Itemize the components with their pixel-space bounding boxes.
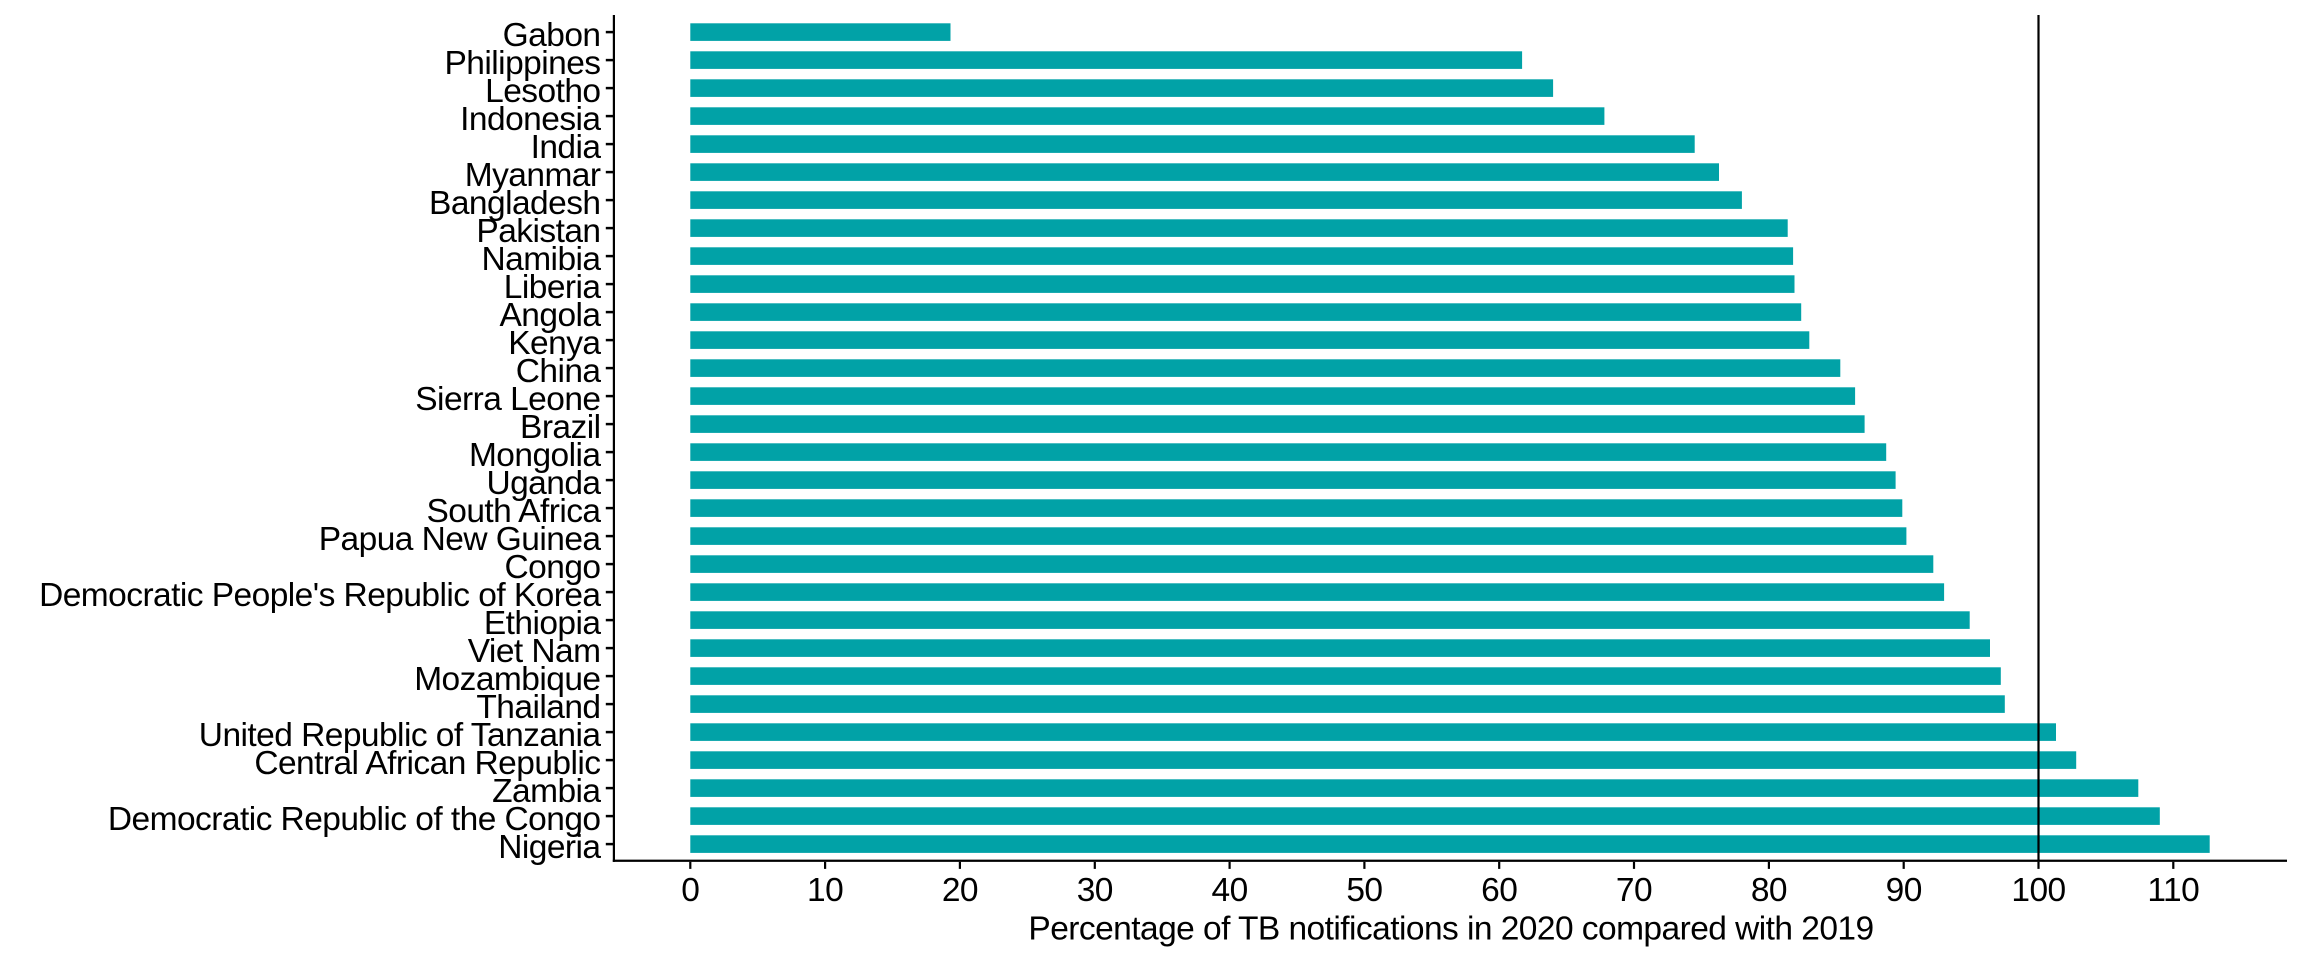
svg-text:40: 40 <box>1212 872 1248 909</box>
svg-text:30: 30 <box>1077 872 1113 909</box>
svg-text:India: India <box>531 129 602 166</box>
svg-text:20: 20 <box>942 872 978 909</box>
svg-text:Papua New Guinea: Papua New Guinea <box>319 521 602 558</box>
svg-text:110: 110 <box>2147 872 2199 909</box>
svg-text:China: China <box>516 353 602 390</box>
svg-text:Zambia: Zambia <box>492 773 601 810</box>
svg-text:Democratic People's Republic o: Democratic People's Republic of Korea <box>39 577 601 614</box>
svg-text:Bangladesh: Bangladesh <box>429 185 600 222</box>
svg-text:Namibia: Namibia <box>481 241 601 278</box>
svg-text:50: 50 <box>1346 872 1382 909</box>
svg-text:Percentage of TB notifications: Percentage of TB notifications in 2020 c… <box>1028 911 1873 948</box>
svg-text:Sierra Leone: Sierra Leone <box>415 381 600 418</box>
svg-text:Indonesia: Indonesia <box>460 101 601 138</box>
svg-text:Pakistan: Pakistan <box>476 213 600 250</box>
svg-text:10: 10 <box>807 872 843 909</box>
svg-text:Nigeria: Nigeria <box>498 829 601 866</box>
svg-text:90: 90 <box>1886 872 1922 909</box>
svg-text:Philippines: Philippines <box>445 45 601 82</box>
svg-text:60: 60 <box>1481 872 1517 909</box>
svg-text:Democratic Republic of the Con: Democratic Republic of the Congo <box>108 801 601 838</box>
svg-text:100: 100 <box>2011 872 2065 909</box>
svg-text:Ethiopia: Ethiopia <box>484 605 602 642</box>
svg-text:0: 0 <box>681 872 699 909</box>
svg-text:United Republic of Tanzania: United Republic of Tanzania <box>199 717 602 754</box>
svg-text:Congo: Congo <box>505 549 601 586</box>
svg-text:Gabon: Gabon <box>503 17 601 54</box>
svg-text:80: 80 <box>1751 872 1787 909</box>
svg-text:Brazil: Brazil <box>520 409 600 446</box>
svg-text:Myanmar: Myanmar <box>465 157 601 194</box>
svg-text:Lesotho: Lesotho <box>485 73 600 110</box>
svg-text:Thailand: Thailand <box>476 689 600 726</box>
svg-text:South Africa: South Africa <box>426 493 601 530</box>
svg-text:70: 70 <box>1616 872 1652 909</box>
svg-text:Uganda: Uganda <box>486 465 601 502</box>
svg-text:Mongolia: Mongolia <box>469 437 601 474</box>
svg-text:Liberia: Liberia <box>504 269 602 306</box>
svg-text:Angola: Angola <box>499 297 601 334</box>
svg-text:Viet Nam: Viet Nam <box>468 633 601 670</box>
svg-text:Mozambique: Mozambique <box>414 661 600 698</box>
svg-text:Kenya: Kenya <box>508 325 601 362</box>
svg-text:Central African Republic: Central African Republic <box>254 745 600 782</box>
